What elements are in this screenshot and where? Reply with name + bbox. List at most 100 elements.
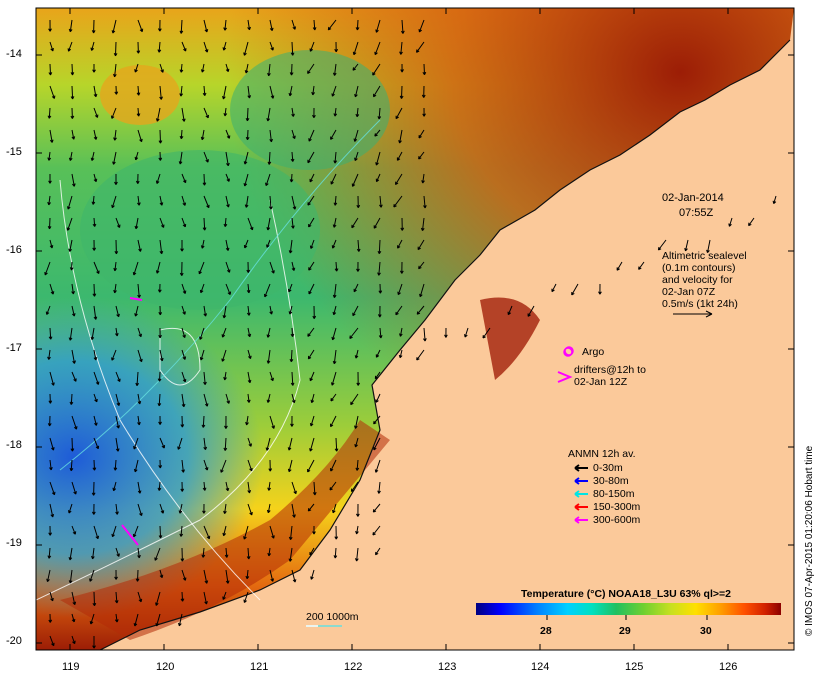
velocity-arrow [159, 349, 164, 362]
velocity-arrow [377, 305, 382, 318]
velocity-arrow [312, 305, 317, 319]
velocity-arrow [728, 217, 733, 227]
velocity-arrow [352, 41, 359, 56]
lon-tick: 123 [438, 661, 457, 673]
velocity-arrow [289, 173, 294, 183]
lon-tick: 121 [250, 661, 269, 673]
velocity-arrow [135, 569, 140, 582]
velocity-arrow [372, 525, 381, 536]
velocity-arrow [92, 64, 96, 73]
velocity-arrow [267, 547, 272, 557]
velocity-arrow [399, 261, 404, 274]
velocity-arrow [203, 305, 208, 317]
velocity-arrow [159, 85, 163, 100]
velocity-arrow [111, 525, 117, 538]
velocity-arrow [91, 503, 96, 515]
velocity-arrow [177, 437, 183, 450]
velocity-arrow [571, 283, 579, 296]
velocity-arrow [290, 371, 295, 386]
velocity-arrow [266, 393, 271, 403]
velocity-arrow [200, 239, 205, 249]
velocity-arrow [225, 129, 231, 139]
velocity-arrow [113, 459, 118, 471]
velocity-arrow [137, 129, 143, 143]
velocity-arrow [378, 195, 383, 208]
velocity-arrow [200, 63, 205, 73]
velocity-arrow [90, 151, 95, 161]
velocity-arrow [395, 107, 403, 120]
velocity-arrow [114, 174, 118, 185]
anmn-arrow-icon [574, 503, 588, 512]
velocity-arrow [137, 239, 142, 252]
velocity-arrow [269, 305, 273, 315]
velocity-arrow [137, 349, 143, 363]
velocity-arrow [307, 63, 315, 74]
velocity-arrow [48, 327, 53, 340]
velocity-arrow [179, 525, 184, 537]
velocity-arrow [157, 283, 162, 293]
velocity-arrow [181, 173, 187, 184]
velocity-arrow [71, 283, 75, 295]
velocity-arrow [93, 261, 100, 274]
velocity-arrow [92, 217, 97, 227]
anmn-arrow-icon [574, 490, 588, 499]
velocity-arrow [154, 547, 161, 561]
velocity-arrow [399, 85, 404, 99]
velocity-arrow [93, 305, 98, 320]
velocity-arrow [137, 481, 142, 494]
velocity-arrow [355, 459, 360, 471]
lat-tick: -18 [6, 439, 22, 451]
velocity-arrow [181, 459, 185, 473]
velocity-arrow [69, 459, 74, 472]
velocity-arrow [355, 525, 359, 535]
velocity-arrow [247, 19, 251, 31]
velocity-arrow [291, 129, 296, 140]
velocity-arrow [421, 173, 425, 184]
velocity-arrow [113, 63, 117, 78]
velocity-arrow [159, 503, 165, 514]
velocity-arrow [375, 349, 381, 358]
velocity-arrow [198, 261, 205, 275]
velocity-arrow [115, 547, 120, 557]
velocity-arrow [225, 239, 230, 251]
velocity-arrow [68, 503, 73, 514]
velocity-arrow [355, 107, 360, 118]
velocity-arrow [290, 151, 295, 162]
velocity-arrow [266, 503, 271, 514]
velocity-arrow [288, 85, 293, 97]
velocity-arrow [157, 393, 162, 407]
velocity-arrow [203, 525, 211, 540]
velocity-arrow [312, 19, 317, 31]
argo-float-marker [563, 347, 573, 357]
velocity-arrow [351, 173, 359, 187]
velocity-arrow [309, 371, 315, 382]
velocity-arrow [244, 63, 249, 74]
velocity-arrow [134, 305, 139, 317]
velocity-arrow [180, 481, 185, 492]
velocity-arrow [418, 129, 425, 139]
velocity-arrow [288, 283, 293, 293]
velocity-arrow [332, 217, 337, 228]
velocity-arrow [375, 547, 381, 556]
velocity-arrow [159, 239, 164, 255]
velocity-arrow [225, 173, 230, 182]
velocity-arrow [48, 19, 52, 32]
velocity-arrow [115, 415, 120, 429]
velocity-arrow [418, 19, 425, 33]
velocity-arrow [225, 481, 230, 492]
velocity-arrow [288, 305, 293, 315]
velocity-arrow [307, 195, 315, 206]
velocity-arrow [291, 261, 296, 271]
velocity-arrow [351, 217, 359, 229]
axis-ticks [36, 8, 794, 650]
velocity-arrow [181, 371, 187, 383]
velocity-arrow [47, 151, 52, 161]
anmn-arrow-icon [574, 464, 588, 473]
velocity-arrow [309, 547, 315, 556]
lat-tick: -14 [6, 48, 22, 60]
velocity-arrow [203, 569, 209, 584]
velocity-arrow [67, 41, 73, 52]
velocity-arrow [332, 349, 337, 365]
velocity-arrow [47, 195, 51, 206]
